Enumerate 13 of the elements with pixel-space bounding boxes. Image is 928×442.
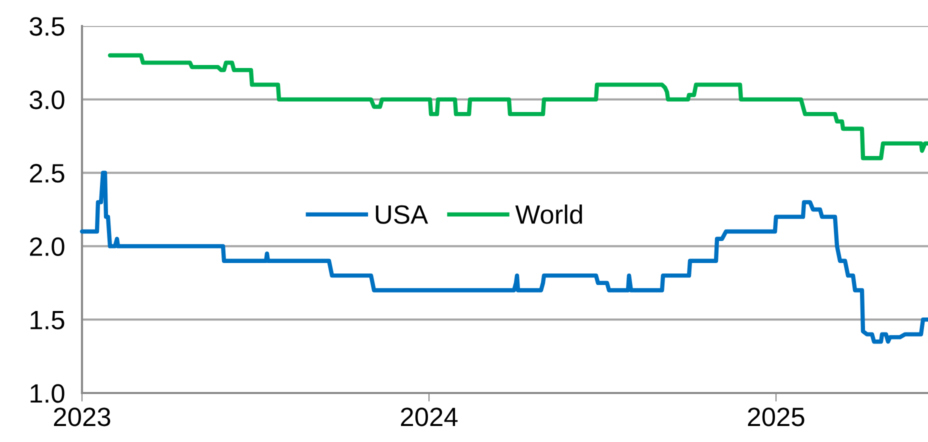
x-tick-label: 2024 bbox=[400, 408, 458, 426]
line-series bbox=[80, 170, 928, 344]
x-tick-label: 2025 bbox=[748, 408, 804, 426]
legend-label: USA bbox=[376, 205, 428, 224]
legend-label: World bbox=[515, 204, 582, 224]
y-tick-label: 2.0 bbox=[30, 237, 64, 256]
x-tick-label: 2023 bbox=[54, 408, 110, 426]
y-tick-label: 2.5 bbox=[30, 164, 64, 183]
y-tick-label: 1.5 bbox=[30, 311, 64, 330]
y-tick-label: 1.0 bbox=[30, 384, 64, 403]
y-tick-label: 3.5 bbox=[30, 17, 64, 36]
line-series bbox=[108, 53, 928, 160]
y-tick-label: 3.0 bbox=[30, 90, 64, 110]
